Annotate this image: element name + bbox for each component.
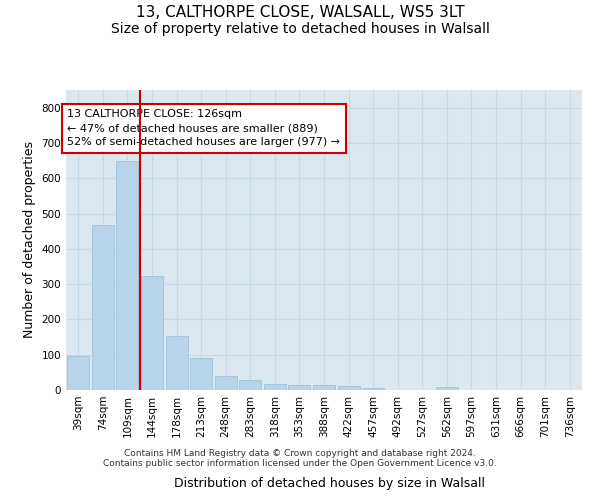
Text: Contains HM Land Registry data © Crown copyright and database right 2024.: Contains HM Land Registry data © Crown c… (124, 448, 476, 458)
Bar (190, 358, 212, 390)
Bar (264, 384, 286, 390)
Bar (289, 384, 310, 390)
Text: Size of property relative to detached houses in Walsall: Size of property relative to detached ho… (110, 22, 490, 36)
Bar (239, 380, 262, 390)
Bar (166, 336, 188, 390)
Bar (436, 387, 458, 390)
Text: Contains public sector information licensed under the Open Government Licence v3: Contains public sector information licen… (103, 458, 497, 468)
Bar (141, 276, 163, 390)
Bar (92, 225, 114, 390)
Bar (215, 376, 237, 390)
Text: 13 CALTHORPE CLOSE: 126sqm
← 47% of detached houses are smaller (889)
52% of sem: 13 CALTHORPE CLOSE: 126sqm ← 47% of deta… (67, 110, 340, 148)
Text: 13, CALTHORPE CLOSE, WALSALL, WS5 3LT: 13, CALTHORPE CLOSE, WALSALL, WS5 3LT (136, 5, 464, 20)
Bar (67, 356, 89, 390)
Bar (362, 388, 384, 390)
Y-axis label: Number of detached properties: Number of detached properties (23, 142, 36, 338)
Bar (116, 162, 139, 390)
Text: Distribution of detached houses by size in Walsall: Distribution of detached houses by size … (175, 477, 485, 490)
Bar (313, 386, 335, 390)
Bar (338, 386, 359, 390)
